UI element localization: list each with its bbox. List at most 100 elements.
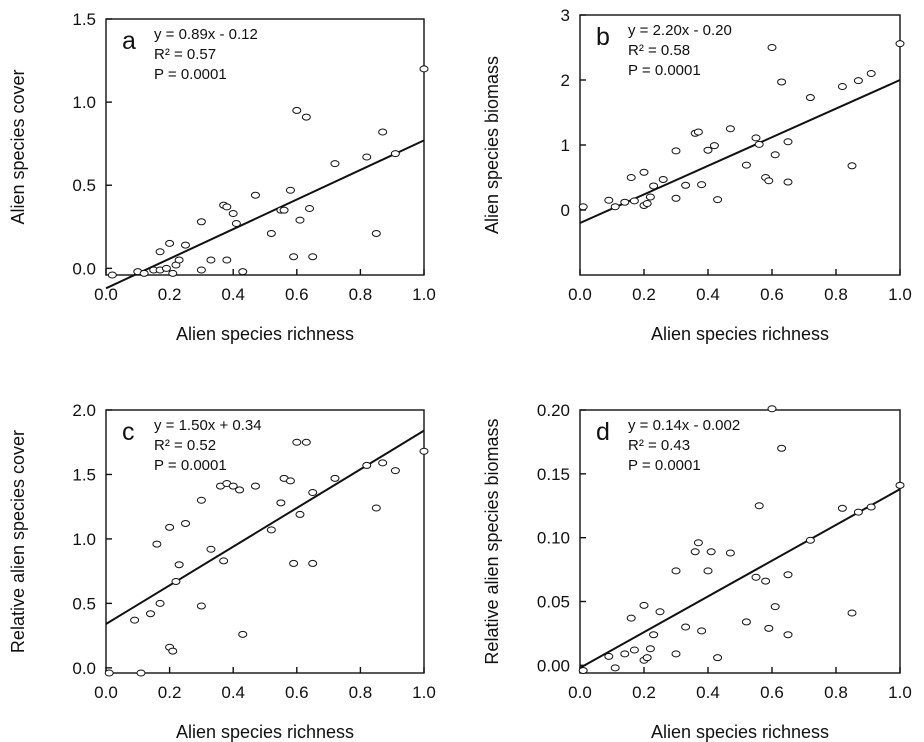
x-tick-label: 0.6 — [760, 285, 784, 304]
data-point — [604, 652, 614, 660]
x-tick-label: 0.6 — [285, 285, 309, 304]
plot-frame-d — [579, 409, 901, 674]
data-point — [155, 599, 165, 607]
data-point — [681, 623, 691, 631]
data-point — [847, 609, 857, 617]
data-point — [378, 459, 388, 467]
y-tick-label: 1.0 — [72, 530, 96, 549]
stat-annotation: R² = 0.57 — [154, 46, 216, 63]
data-point — [649, 631, 659, 639]
data-point — [805, 536, 815, 544]
data-point — [578, 203, 588, 211]
data-point — [181, 519, 190, 527]
data-point — [655, 608, 665, 616]
data-point — [301, 438, 311, 446]
x-axis-title: Alien species richness — [651, 722, 829, 742]
data-point — [767, 44, 777, 51]
data-point — [629, 646, 639, 654]
data-point — [764, 624, 774, 632]
data-point — [642, 654, 652, 662]
data-point — [276, 499, 286, 507]
data-point — [371, 229, 381, 237]
x-tick-label: 0.4 — [221, 285, 245, 304]
data-point — [295, 216, 305, 224]
panel-letter: c — [122, 418, 135, 446]
data-point — [754, 502, 764, 510]
x-tick-label: 0.0 — [94, 683, 118, 702]
data-point — [751, 134, 761, 142]
data-point — [235, 486, 245, 494]
data-point — [777, 444, 787, 452]
data-point — [196, 266, 206, 274]
data-point — [578, 666, 588, 674]
y-tick-label: 1.5 — [72, 10, 96, 29]
data-point — [777, 78, 787, 86]
data-point — [697, 627, 707, 635]
panel-b: 0.0 0.2 0.4 0.6 0.8 1.0 0 1 2 3 Alien species rich… — [482, 6, 912, 344]
y-axis-title: Relative alien species cover — [8, 430, 28, 653]
data-point — [639, 601, 649, 609]
data-point — [104, 669, 114, 677]
data-point — [390, 150, 400, 158]
panel-letter: d — [596, 418, 610, 446]
panel-c: 0.0 0.2 0.4 0.6 0.8 1.0 0.0 0.5 1.0 1.5 2.0 Alien s… — [8, 401, 436, 742]
data-point — [642, 200, 652, 207]
data-point — [171, 577, 181, 585]
data-point — [706, 548, 716, 556]
data-point — [866, 70, 876, 77]
x-tick-label: 1.0 — [888, 683, 912, 702]
panel-a: 0.0 0.2 0.4 0.6 0.8 1.0 0.0 0.5 1.0 1.5 Alien spec… — [8, 10, 436, 344]
data-point — [308, 253, 318, 261]
data-point — [362, 461, 372, 469]
data-point — [837, 83, 847, 90]
data-point — [289, 559, 299, 567]
x-tick-label: 0.8 — [824, 683, 848, 702]
data-point — [703, 146, 713, 154]
data-point — [741, 618, 751, 626]
data-point — [390, 467, 400, 475]
data-point — [419, 447, 429, 455]
data-point — [308, 559, 318, 567]
data-point — [330, 160, 340, 168]
data-point — [610, 203, 620, 211]
data-point — [671, 650, 681, 658]
y-axis-title: Relative alien species biomass — [482, 418, 502, 664]
y-axis-title: Alien species biomass — [482, 56, 502, 234]
x-tick-label: 0.4 — [696, 683, 720, 702]
data-point — [152, 540, 162, 548]
data-point — [266, 526, 276, 534]
data-point — [292, 106, 302, 114]
data-point — [703, 567, 713, 575]
data-point — [231, 219, 241, 227]
data-point — [330, 474, 340, 482]
stat-annotation: y = 0.89x - 0.12 — [154, 26, 258, 43]
data-point — [371, 504, 381, 512]
stat-annotation: R² = 0.52 — [154, 437, 216, 454]
data-point — [783, 138, 793, 146]
data-point — [279, 206, 289, 214]
y-tick-label: 0 — [561, 201, 570, 220]
regression-line — [105, 429, 425, 625]
x-tick-label: 0.6 — [285, 683, 309, 702]
x-tick-label: 1.0 — [412, 683, 436, 702]
x-tick-label: 0.4 — [696, 285, 720, 304]
x-axis-title: Alien species richness — [176, 722, 354, 742]
data-point — [725, 125, 735, 133]
stat-annotation: P = 0.0001 — [628, 62, 701, 79]
y-tick-label: 3 — [561, 6, 570, 25]
stat-annotation: P = 0.0001 — [628, 457, 701, 474]
x-tick-label: 0.8 — [824, 285, 848, 304]
data-point — [620, 650, 630, 658]
data-point — [196, 602, 206, 610]
data-point — [639, 168, 649, 176]
data-point — [754, 140, 764, 148]
stat-annotation: P = 0.0001 — [154, 457, 227, 474]
data-point — [671, 147, 681, 155]
data-point — [222, 256, 232, 264]
data-point — [378, 128, 388, 136]
data-point — [853, 77, 863, 85]
x-tick-label: 0.2 — [632, 683, 656, 702]
data-point — [693, 539, 703, 547]
y-tick-label: 0.20 — [537, 401, 570, 420]
data-point — [206, 256, 216, 264]
